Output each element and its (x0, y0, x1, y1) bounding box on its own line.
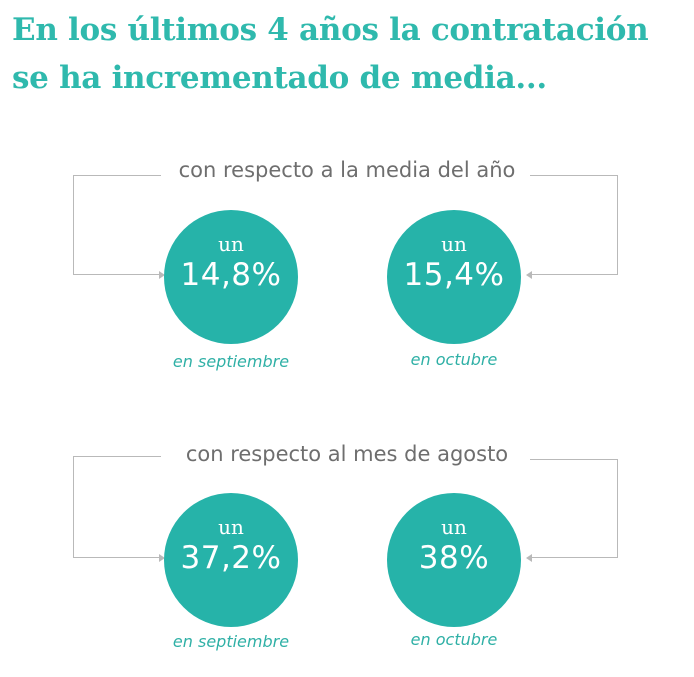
bracket-left (73, 456, 161, 558)
arrow-head-right (159, 271, 165, 279)
bracket-right (530, 175, 618, 275)
stat-prefix: un (218, 515, 244, 539)
stat-caption-october: en octubre (410, 350, 498, 369)
section-label: con respecto al mes de agosto (185, 442, 509, 466)
section-label: con respecto a la media del año (178, 158, 516, 182)
stat-value: 14,8% (180, 257, 282, 293)
stat-caption-september: en septiembre (172, 632, 290, 651)
stat-value: 37,2% (180, 540, 282, 576)
stat-circle-october: un 38% (387, 493, 521, 627)
stat-value: 38% (418, 540, 490, 576)
arrow-head-left (526, 554, 532, 562)
stat-prefix: un (218, 232, 244, 256)
stat-caption-september: en septiembre (172, 352, 290, 371)
bracket-left (73, 175, 161, 275)
stat-circle-october: un 15,4% (387, 210, 521, 344)
stat-value: 15,4% (403, 257, 505, 293)
bracket-right (530, 459, 618, 558)
stat-prefix: un (441, 515, 467, 539)
page-title: En los últimos 4 años la contratación se… (12, 6, 687, 102)
stat-prefix: un (441, 232, 467, 256)
stat-circle-september: un 37,2% (164, 493, 298, 627)
arrow-head-right (159, 554, 165, 562)
arrow-head-left (526, 271, 532, 279)
title-line-2: se ha incrementado de media... (12, 60, 547, 96)
stat-circle-september: un 14,8% (164, 210, 298, 344)
stat-caption-october: en octubre (410, 630, 498, 649)
title-line-1: En los últimos 4 años la contratación (12, 12, 649, 48)
